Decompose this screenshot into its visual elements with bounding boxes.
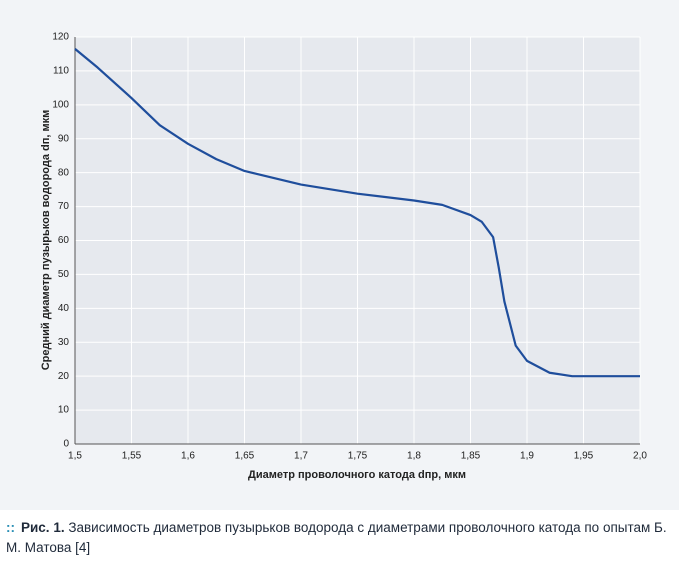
x-tick-label: 1,65 (235, 451, 255, 462)
y-tick-label: 120 (52, 32, 69, 43)
y-tick-label: 10 (58, 405, 70, 416)
x-tick-label: 1,7 (294, 451, 308, 462)
caption: :: Рис. 1. Зависимость диаметров пузырько… (6, 520, 667, 555)
x-tick-label: 1,85 (461, 451, 481, 462)
caption-label: Рис. 1. (21, 520, 65, 535)
y-tick-label: 0 (63, 439, 69, 450)
chart: Диаметр проволочного катода dпр, мкм Сре… (0, 0, 679, 510)
x-tick-label: 1,8 (407, 451, 421, 462)
line-series (74, 48, 640, 378)
y-axis-label: Средний диаметр пузырьков водорода dп, м… (40, 110, 52, 371)
x-tick-label: 1,55 (122, 451, 142, 462)
x-tick-label: 1,75 (348, 451, 368, 462)
y-tick-label: 20 (58, 371, 70, 382)
x-axis-label: Диаметр проволочного катода dпр, мкм (248, 469, 466, 481)
y-tick-label: 60 (58, 235, 70, 246)
y-tick-label: 110 (53, 66, 69, 77)
x-tick-label: 1,5 (68, 451, 82, 462)
x-tick-label: 1,6 (181, 451, 195, 462)
y-tick-label: 30 (58, 337, 70, 348)
x-tick-label: 1,9 (520, 451, 534, 462)
y-tick-label: 40 (58, 303, 70, 314)
x-tick-label: 1,95 (574, 451, 594, 462)
y-tick-label: 70 (58, 201, 70, 212)
caption-text: Зависимость диаметров пузырьков водорода… (6, 520, 667, 555)
y-tick-label: 90 (58, 133, 70, 144)
y-tick-label: 100 (52, 99, 69, 110)
x-tick-label: 2,0 (633, 451, 647, 462)
y-tick-label: 80 (58, 167, 70, 178)
y-tick-label: 50 (58, 269, 70, 280)
